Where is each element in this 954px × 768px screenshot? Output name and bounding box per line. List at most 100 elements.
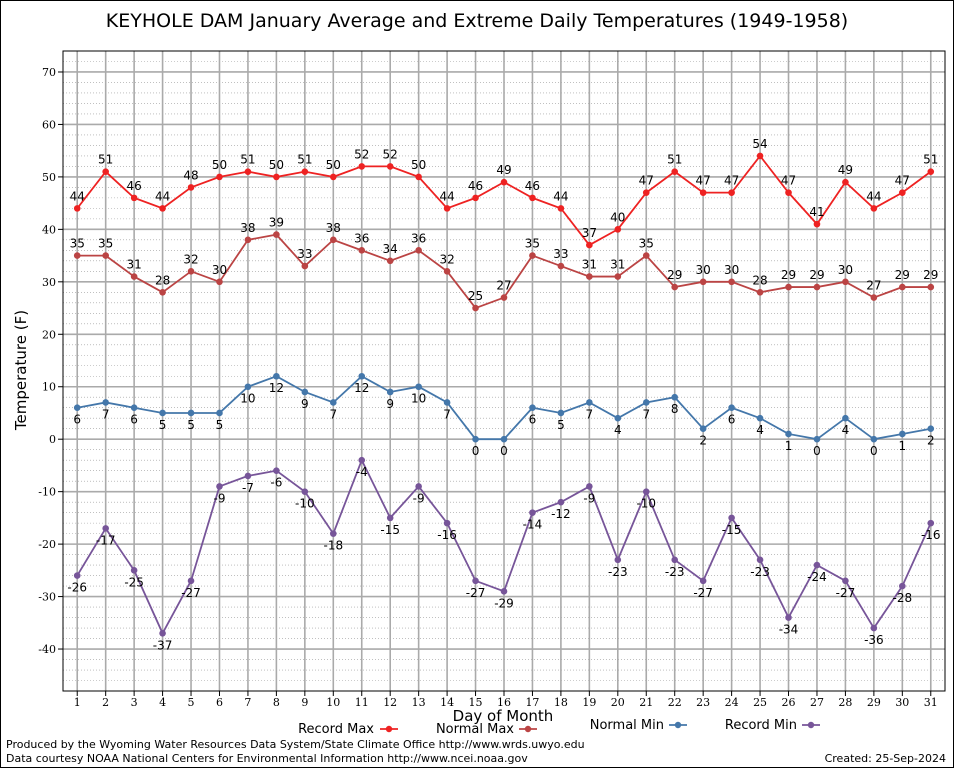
data-label-normal-max: 29 — [809, 268, 824, 282]
y-tick-label: -40 — [38, 643, 56, 656]
data-label-record-max: 51 — [98, 153, 113, 167]
data-point-record-min — [557, 498, 565, 506]
data-point-record-max — [244, 168, 252, 175]
y-tick-label: -10 — [38, 486, 56, 499]
x-tick-label: 21 — [639, 696, 653, 709]
data-label-record-min: -15 — [722, 523, 742, 537]
data-label-normal-min: 5 — [159, 418, 167, 432]
data-point-normal-max — [756, 289, 764, 296]
data-label-record-max: 44 — [553, 189, 568, 203]
legend-label-normal-min: Normal Min — [590, 718, 664, 733]
data-point-record-max — [187, 184, 195, 191]
data-point-normal-max — [500, 294, 508, 301]
data-label-normal-max: 36 — [354, 231, 369, 245]
footer-data-courtesy: Data courtesy NOAA National Centers for … — [6, 752, 528, 765]
data-label-record-max: 50 — [411, 158, 426, 172]
data-label-record-min: -34 — [779, 623, 799, 637]
data-label-normal-max: 35 — [70, 237, 85, 251]
series-record-max: 44 51 46 44 48 50 51 50 51 50 52 52 50 44 46 49 46 44 37 40… — [70, 137, 938, 249]
data-point-record-min — [301, 488, 309, 495]
x-tick-label: 8 — [273, 696, 280, 709]
x-tick-label: 3 — [131, 696, 138, 709]
data-point-normal-min — [130, 404, 138, 412]
y-tick-label: 10 — [42, 381, 56, 394]
data-label-normal-min: 5 — [216, 418, 224, 432]
data-point-normal-min — [756, 414, 764, 422]
data-point-normal-max — [386, 257, 394, 265]
data-point-normal-min — [699, 425, 707, 433]
x-tick-label: 22 — [668, 696, 682, 709]
data-point-record-min — [102, 525, 109, 532]
data-label-record-max: 50 — [326, 158, 341, 172]
data-label-normal-max: 29 — [781, 268, 796, 282]
data-point-normal-min — [415, 383, 422, 391]
data-point-normal-min — [813, 435, 821, 443]
data-point-normal-max — [244, 236, 252, 244]
data-point-normal-max — [557, 262, 565, 270]
data-point-normal-max — [415, 247, 422, 254]
data-label-normal-max: 29 — [667, 268, 682, 282]
data-point-record-max — [529, 194, 536, 202]
data-label-normal-min: 2 — [927, 434, 935, 448]
data-label-record-min: -12 — [551, 507, 571, 521]
data-label-normal-max: 29 — [923, 268, 938, 282]
data-point-record-min — [244, 472, 252, 480]
data-label-normal-max: 27 — [496, 279, 511, 293]
data-label-normal-max: 30 — [696, 263, 711, 277]
data-label-record-max: 50 — [212, 158, 227, 172]
x-tick-label: 6 — [216, 696, 223, 709]
data-label-record-min: -17 — [96, 533, 116, 547]
data-label-record-min: -4 — [356, 465, 368, 479]
data-point-normal-min — [842, 414, 849, 422]
data-point-normal-min — [671, 393, 679, 401]
x-tick-label: 9 — [301, 696, 308, 709]
data-label-normal-max: 33 — [297, 247, 312, 261]
data-point-normal-max — [73, 252, 81, 259]
data-label-normal-max: 31 — [610, 258, 625, 272]
data-label-record-max: 51 — [667, 153, 682, 167]
data-point-record-min — [529, 509, 536, 516]
data-label-normal-min: 0 — [500, 444, 508, 458]
data-point-record-min — [870, 624, 878, 632]
data-label-normal-max: 25 — [468, 289, 483, 303]
data-point-normal-max — [472, 304, 479, 312]
data-point-normal-max — [899, 283, 906, 291]
grid-major — [63, 51, 945, 691]
x-tick-label: 10 — [326, 696, 340, 709]
data-label-record-max: 50 — [269, 158, 284, 172]
data-label-record-min: -14 — [523, 518, 543, 532]
data-point-normal-min — [386, 388, 394, 396]
legend-marker-normal-max — [524, 725, 532, 733]
data-point-normal-max — [159, 289, 166, 296]
data-point-record-max — [927, 168, 935, 175]
data-label-normal-min: 2 — [699, 434, 707, 448]
x-tick-label: 20 — [611, 696, 625, 709]
data-point-normal-max — [358, 247, 366, 254]
data-label-record-max: 47 — [724, 174, 739, 188]
data-label-normal-min: 7 — [329, 407, 337, 421]
data-point-record-max — [301, 168, 309, 175]
x-tick-label: 5 — [188, 696, 195, 709]
data-point-record-min — [415, 483, 422, 490]
x-tick-label: 30 — [895, 696, 909, 709]
data-label-record-min: -27 — [181, 586, 201, 600]
data-point-normal-min — [472, 435, 479, 443]
data-label-record-min: -15 — [380, 523, 400, 537]
data-point-normal-min — [614, 414, 622, 422]
x-tick-label: 4 — [159, 696, 166, 709]
data-point-record-min — [642, 488, 650, 495]
data-point-record-max — [329, 173, 337, 181]
data-point-record-max — [614, 226, 622, 233]
data-point-record-max — [728, 189, 735, 196]
data-label-record-max: 48 — [183, 168, 198, 182]
x-tick-label: 7 — [244, 696, 251, 709]
data-point-record-min — [699, 577, 707, 585]
data-point-normal-max — [187, 268, 195, 275]
x-tick-label: 28 — [838, 696, 852, 709]
data-label-normal-max: 28 — [752, 273, 767, 287]
data-point-normal-max — [273, 231, 280, 238]
data-label-record-min: -7 — [242, 481, 254, 495]
x-tick-label: 19 — [582, 696, 596, 709]
